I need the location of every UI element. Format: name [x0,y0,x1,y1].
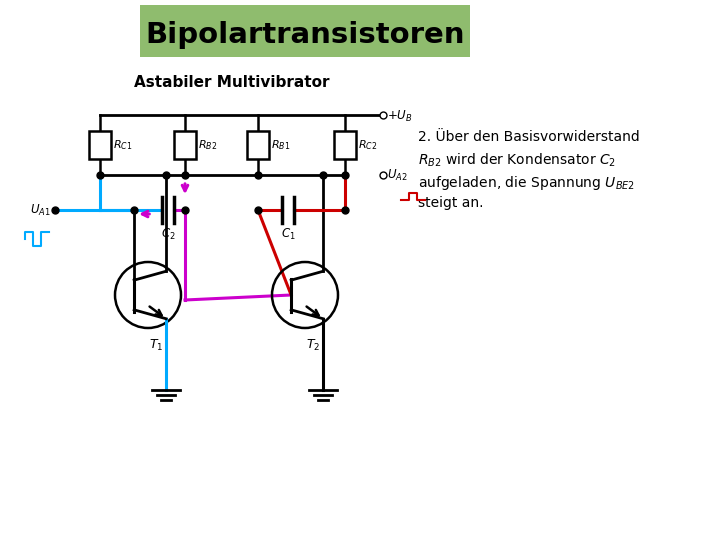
Text: $U_{A2}$: $U_{A2}$ [387,167,408,183]
Text: $R_{B2}$: $R_{B2}$ [198,138,217,152]
Bar [89,131,111,159]
Text: aufgeladen, die Spannung $U_{BE2}$: aufgeladen, die Spannung $U_{BE2}$ [418,174,635,192]
Bar [247,131,269,159]
Text: steigt an.: steigt an. [418,196,484,210]
Text: $C_1$: $C_1$ [281,227,295,242]
Text: $C_2$: $C_2$ [161,227,176,242]
Text: $R_{B1}$: $R_{B1}$ [271,138,290,152]
Text: $R_{C1}$: $R_{C1}$ [113,138,132,152]
Text: $U_{A1}$: $U_{A1}$ [30,202,51,218]
Text: Astabiler Multivibrator: Astabiler Multivibrator [134,75,330,90]
Bar [334,131,356,159]
Text: $T_2$: $T_2$ [306,338,320,353]
Text: $+U_B$: $+U_B$ [387,109,413,124]
Text: $R_{B2}$ wird der Kondensator $C_2$: $R_{B2}$ wird der Kondensator $C_2$ [418,152,616,170]
Text: $R_{C2}$: $R_{C2}$ [358,138,377,152]
Text: $T_1$: $T_1$ [149,338,163,353]
Bar [174,131,196,159]
FancyBboxPatch shape [140,5,470,57]
Text: Bipolartransistoren: Bipolartransistoren [145,21,464,49]
Text: 2. Über den Basisvorwiderstand: 2. Über den Basisvorwiderstand [418,130,640,144]
